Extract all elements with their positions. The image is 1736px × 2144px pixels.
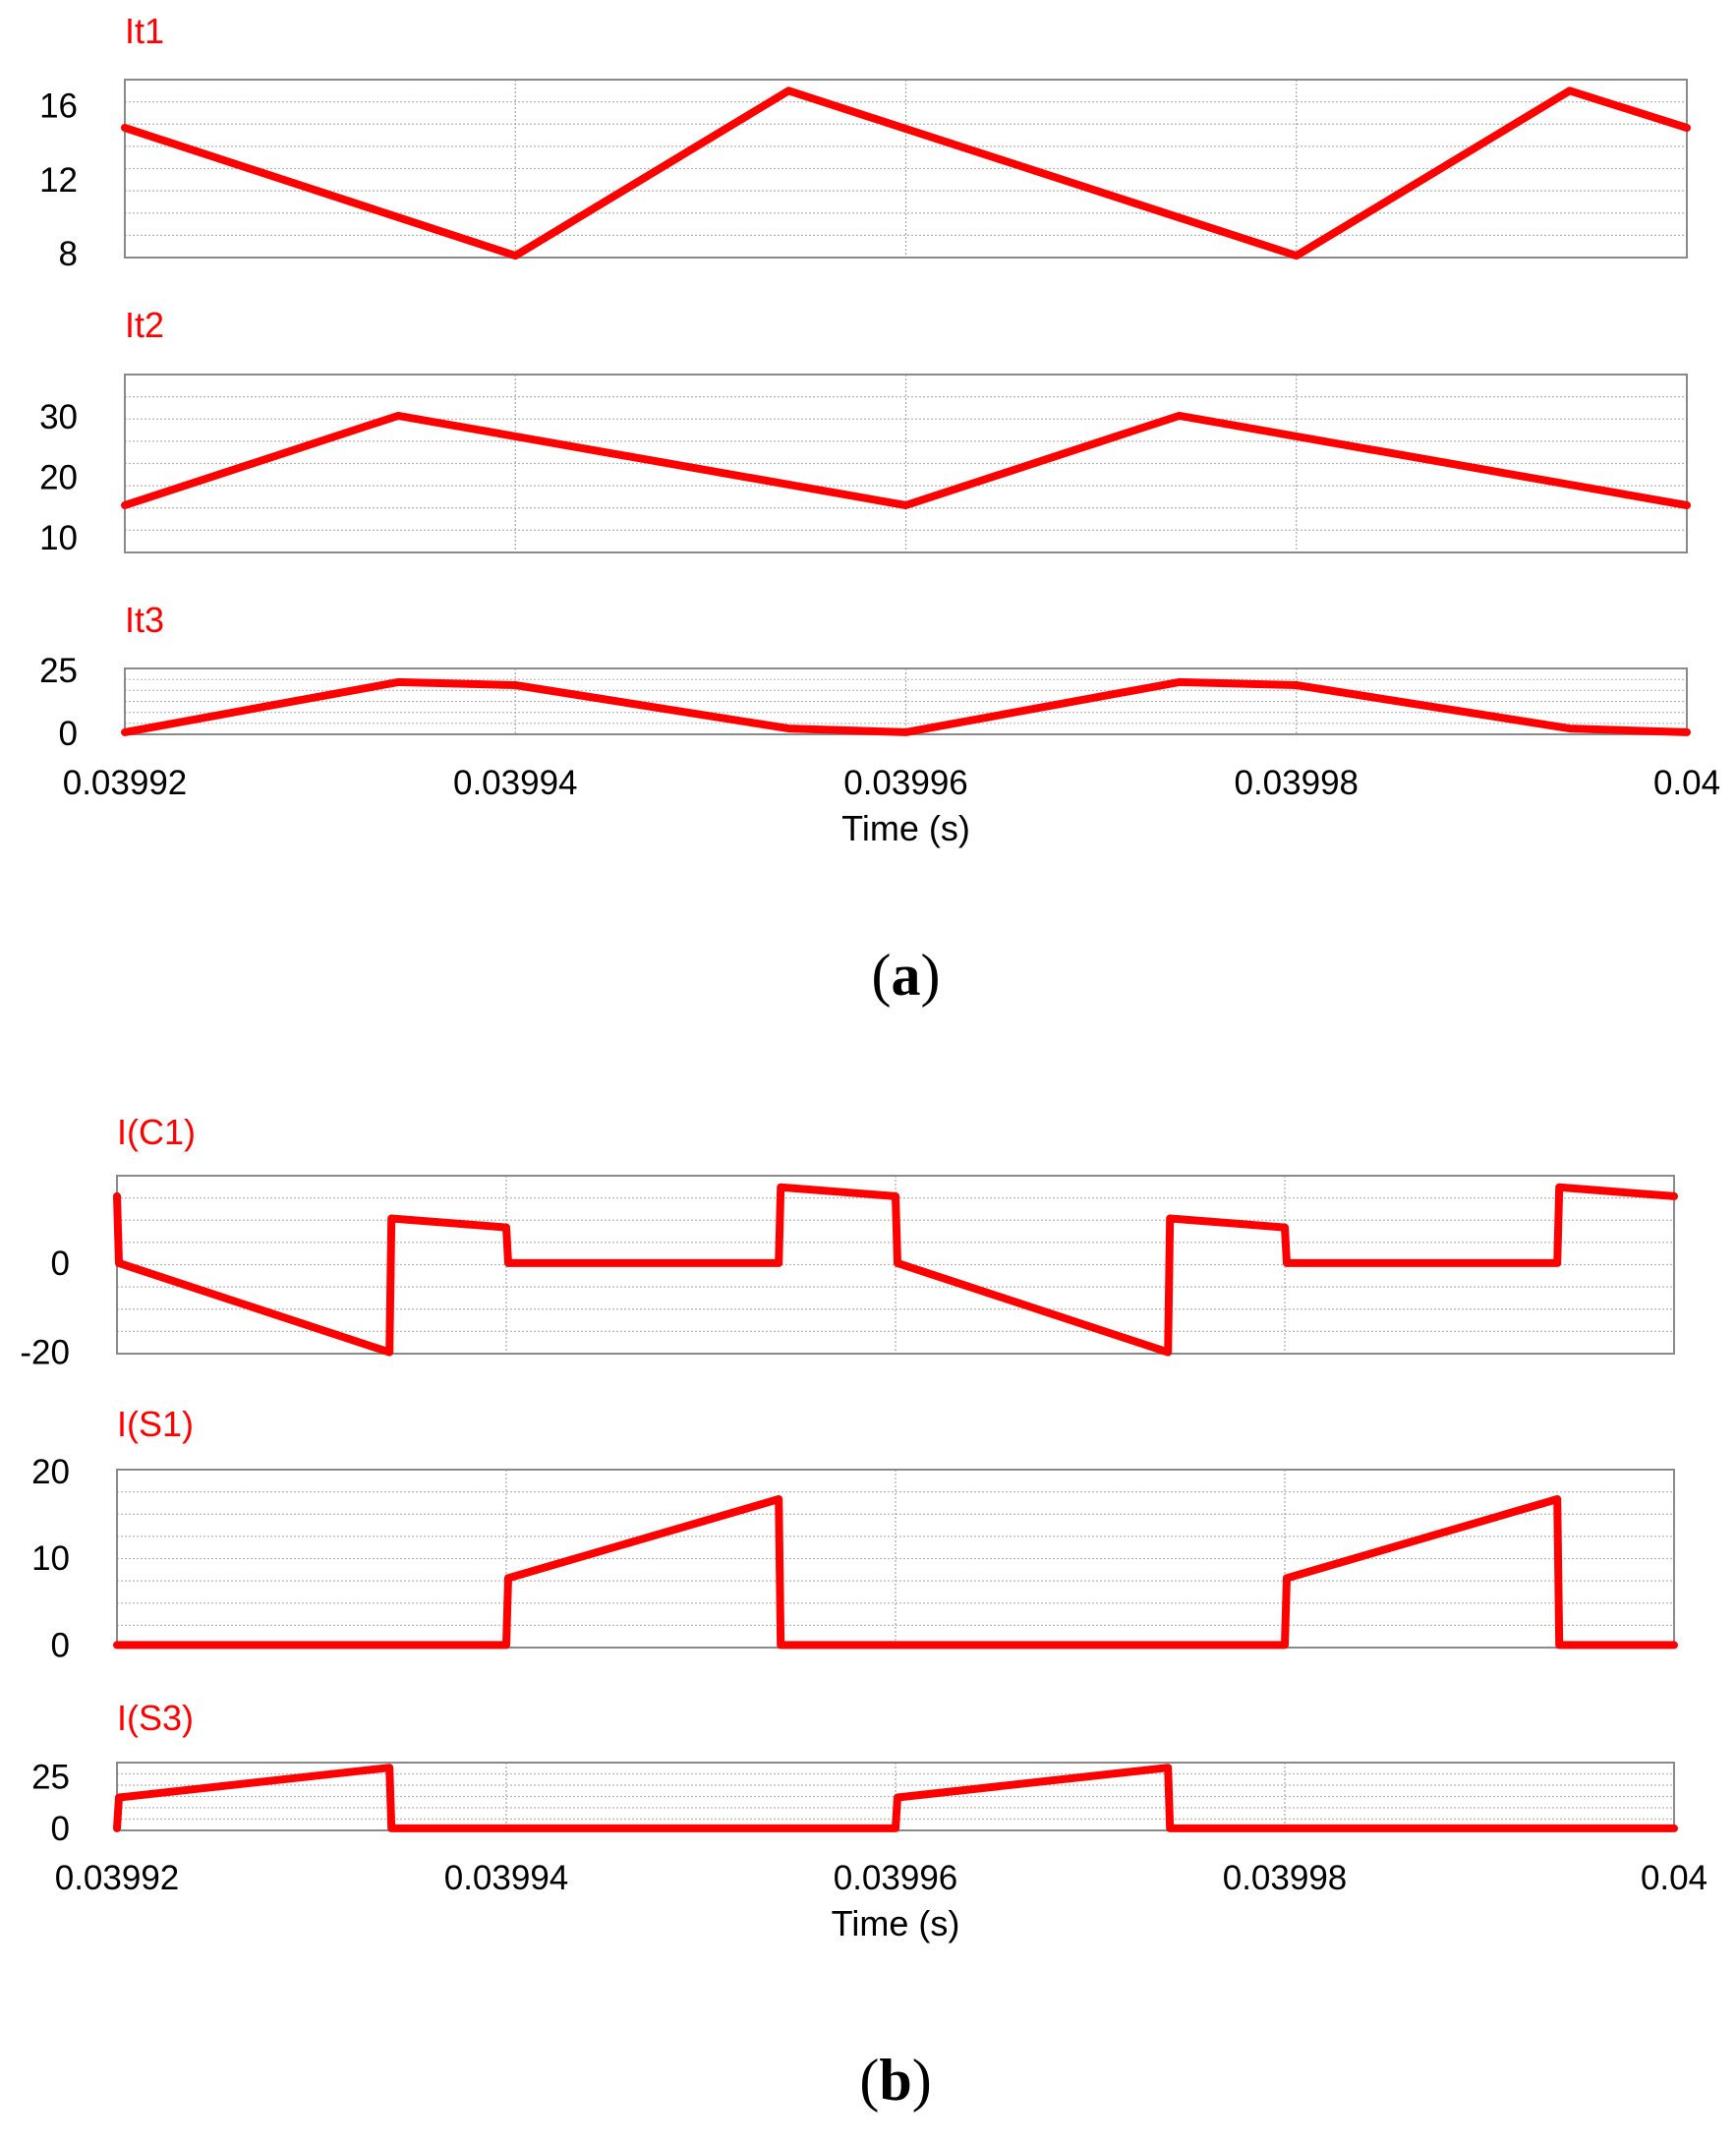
x-axis-label: Time (s) [832, 1903, 960, 1943]
panel-it3: 25 0 It3 [39, 600, 1691, 753]
plot-frame [124, 79, 1688, 259]
figure-a: 16 12 8 It1 30 20 10 It2 25 0 It3 0.03992 0.03994 0.0… [39, 11, 1720, 1008]
series-line [121, 411, 1691, 509]
panel-title: I(S3) [117, 1698, 194, 1738]
y-tick-label: 20 [39, 459, 78, 497]
y-tick-label: -20 [20, 1334, 70, 1372]
x-tick-label: 0.03998 [1223, 1859, 1348, 1897]
figure-caption: (a) [872, 943, 941, 1008]
series-line [113, 1183, 1678, 1357]
series-line [113, 1764, 1678, 1832]
y-tick-label: 0 [59, 715, 78, 753]
plot-frame [124, 374, 1688, 553]
x-tick-label: 0.03996 [834, 1859, 958, 1897]
panel-title: It2 [125, 305, 164, 345]
y-tick-label: 0 [51, 1626, 70, 1664]
panel-title: It1 [125, 11, 164, 51]
series-line [121, 87, 1691, 261]
panel-title: I(S1) [117, 1404, 194, 1444]
panel-it2: 30 20 10 It2 [39, 305, 1691, 557]
x-tick-label: 0.03992 [63, 764, 188, 802]
y-tick-label: 8 [59, 235, 78, 273]
y-tick-label: 0 [51, 1245, 70, 1283]
x-tick-label: 0.03996 [843, 764, 968, 802]
y-tick-label: 0 [51, 1810, 70, 1848]
panel-it1: 16 12 8 It1 [39, 11, 1691, 273]
panel-ic1: 0 -20 I(C1) [20, 1112, 1678, 1372]
panel-title: It3 [125, 600, 164, 640]
y-tick-label: 16 [39, 87, 78, 125]
x-tick-label: 0.03998 [1234, 764, 1359, 802]
y-tick-label: 12 [39, 161, 78, 200]
x-axis-label: Time (s) [841, 808, 970, 848]
y-tick-label: 10 [31, 1539, 70, 1578]
panel-is3: 25 0 I(S3) [31, 1698, 1678, 1848]
x-tick-label: 0.03992 [55, 1859, 180, 1897]
series-line [113, 1495, 1678, 1650]
y-tick-label: 30 [39, 398, 78, 436]
x-tick-label: 0.03994 [453, 764, 578, 802]
figure-caption: (b) [859, 2048, 931, 2113]
panel-title: I(C1) [117, 1112, 196, 1152]
figure-b: 0 -20 I(C1) 20 10 0 I(S1) 25 0 I(S3) 0.03992 0.0399… [20, 1112, 1707, 2113]
panel-is1: 20 10 0 I(S1) [31, 1404, 1678, 1664]
y-tick-label: 20 [31, 1453, 70, 1491]
x-tick-label: 0.04 [1653, 764, 1720, 802]
y-tick-label: 25 [31, 1759, 70, 1797]
x-tick-label: 0.03994 [444, 1859, 569, 1897]
x-tick-label: 0.04 [1641, 1859, 1707, 1897]
series-line [121, 677, 1691, 736]
y-tick-label: 25 [39, 652, 78, 690]
y-tick-label: 10 [39, 519, 78, 557]
